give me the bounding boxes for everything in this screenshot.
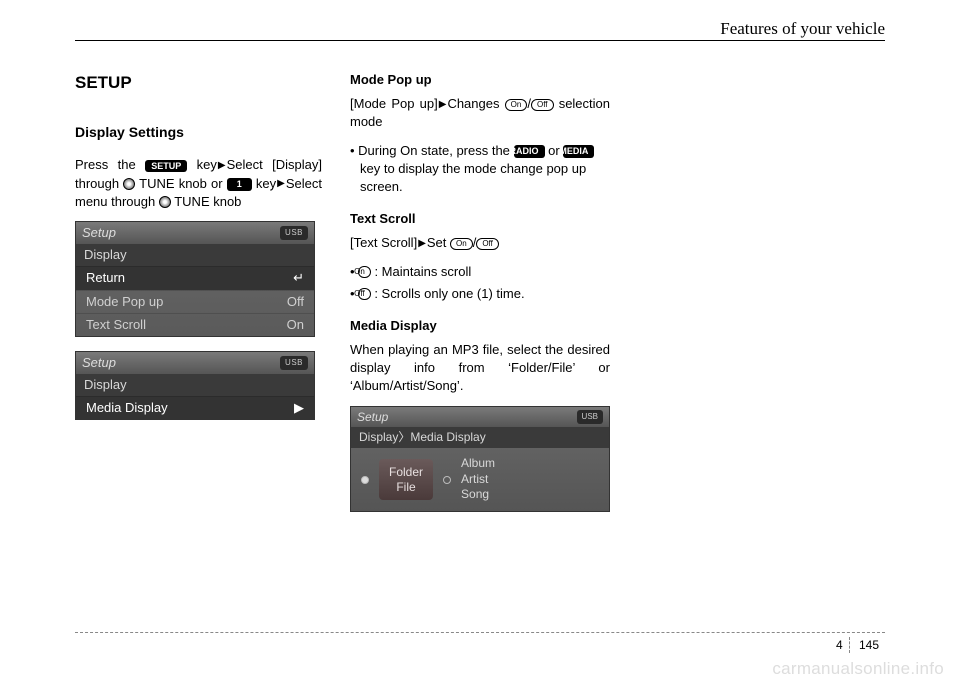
text: TUNE knob or [135,176,227,191]
return-icon: ↵ [293,269,304,287]
tune-knob-icon [123,178,135,190]
row-value: Off [287,293,304,311]
one-key: 1 [227,178,252,191]
setup-key: SETUP [145,160,187,173]
page-number: 145 [855,637,883,653]
screen-row-modepopup: Mode Pop up Off [76,290,314,313]
header-title: Features of your vehicle [710,19,885,39]
chip-line2: File [389,480,423,494]
text: : Maintains scroll [371,264,471,279]
page: Features of your vehicle SETUP Display S… [0,0,960,512]
text-scroll-bullet-on: On : Maintains scroll [350,263,610,281]
display-settings-heading: Display Settings [75,123,322,143]
row-label: Text Scroll [86,316,146,334]
screen-row-return: Return ↵ [76,266,314,289]
screen-row-textscroll: Text Scroll On [76,313,314,336]
text: Set [427,235,450,250]
off-pill: Off [476,238,499,250]
text-scroll-bullet-off: Off : Scrolls only one (1) time. [350,285,610,303]
triangle-icon: ▶ [218,159,226,173]
header-rule: Features of your vehicle [75,40,885,41]
usb-badge: USB [577,410,603,423]
row-value: On [287,316,304,334]
media-key: MEDIA [563,145,594,158]
mode-popup-bullet: During On state, press the RADIO or MEDI… [350,142,610,197]
media-display-heading: Media Display [350,317,610,335]
screen-subbar: Display [76,374,314,396]
text: key [256,176,276,191]
watermark: carmanualsonline.info [772,659,944,679]
opt-song: Song [461,487,495,503]
folder-file-chip: Folder File [379,459,433,500]
screen-title: Setup [82,354,116,372]
mode-popup-heading: Mode Pop up [350,71,610,89]
screen-row-mediadisplay: Media Display ▶ [76,396,314,419]
row-label: Media Display [86,399,168,417]
triangle-icon: ▶ [439,98,447,112]
setup-heading: SETUP [75,71,322,95]
chip-line1: Folder [389,465,423,479]
text: Press the [75,157,145,172]
screen-subbar: Display〉Media Display [351,427,609,448]
display-settings-paragraph: Press the SETUP key▶Select [Display] thr… [75,156,322,211]
on-pill: On [505,99,528,111]
text: [Text Scroll] [350,235,417,250]
text: : Scrolls only one (1) time. [371,286,525,301]
text: key to display the mode change pop up sc… [360,161,586,194]
column-middle: Mode Pop up [Mode Pop up]▶Changes On/Off… [350,71,610,512]
off-pill: Off [358,288,371,300]
off-pill: Off [531,99,554,111]
display-screen-2: Setup USB Display Media Display ▶ [75,351,315,421]
column-left: SETUP Display Settings Press the SETUP k… [75,71,322,512]
text-scroll-heading: Text Scroll [350,210,610,228]
row-label: Mode Pop up [86,293,163,311]
screen-title: Setup [82,224,116,242]
screen-titlebar: Setup USB [76,222,314,244]
page-footer: 4 145 [75,632,885,653]
screen-subbar: Display [76,244,314,266]
triangle-icon: ▶ [277,177,285,191]
text: key [197,157,217,172]
section-number: 4 [832,637,850,653]
on-pill: On [358,266,371,278]
display-screen-1: Setup USB Display Return ↵ Mode Pop up O… [75,221,315,337]
radio-off-icon [443,476,451,484]
usb-badge: USB [280,226,308,239]
tune-knob-icon [159,196,171,208]
opt-artist: Artist [461,472,495,488]
column-right [638,71,885,512]
radio-key: RADIO [514,145,545,158]
triangle-icon: ▶ [418,237,426,251]
media-display-screen: Setup USB Display〉Media Display Folder F… [350,406,610,512]
text: Changes [447,96,504,111]
screen-body: Folder File Album Artist Song [351,448,609,511]
text: During On state, press the [358,143,513,158]
screen-title: Setup [357,409,388,426]
text: TUNE knob [171,194,242,209]
content-columns: SETUP Display Settings Press the SETUP k… [75,71,885,512]
usb-badge: USB [280,356,308,369]
row-label: Return [86,269,125,287]
on-pill: On [450,238,473,250]
arrow-icon: ▶ [294,399,304,417]
album-artist-song-opts: Album Artist Song [461,456,495,503]
mode-popup-line: [Mode Pop up]▶Changes On/Off selection m… [350,95,610,131]
media-display-paragraph: When playing an MP3 file, select the des… [350,341,610,396]
opt-album: Album [461,456,495,472]
text-scroll-line: [Text Scroll]▶Set On/Off [350,234,610,252]
text: [Mode Pop up] [350,96,438,111]
screen-titlebar: Setup USB [351,407,609,428]
screen-titlebar: Setup USB [76,352,314,374]
radio-on-icon [361,476,369,484]
